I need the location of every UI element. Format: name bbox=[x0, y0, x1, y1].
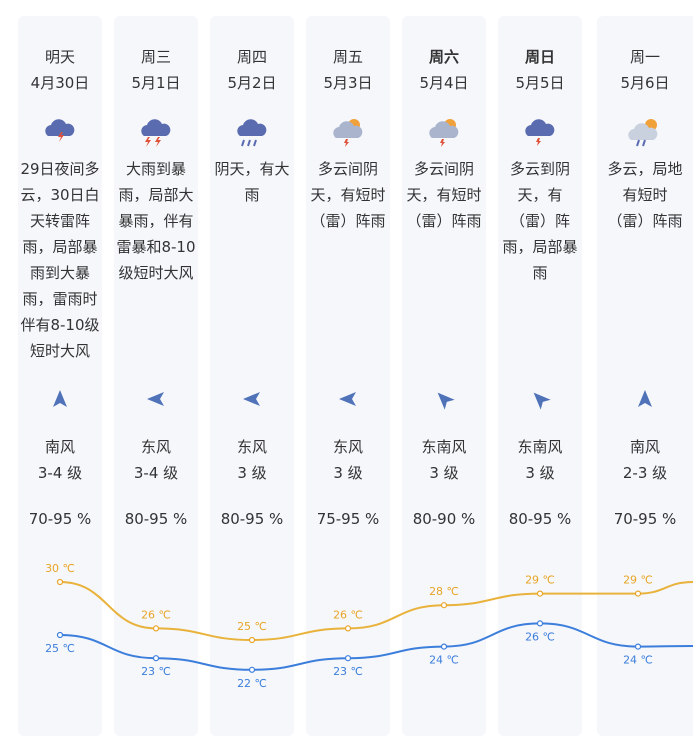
weather-description: 多云间阴天，有短时 （雷）阵雨 bbox=[402, 156, 486, 234]
sun-cloud-thunder-icon bbox=[429, 119, 459, 147]
description-line: 天，有短时 bbox=[406, 186, 482, 204]
weekday-label: 周一 bbox=[629, 48, 660, 66]
date-label: 5月6日 bbox=[620, 74, 670, 92]
description-line: 阴天，有大 bbox=[214, 160, 290, 178]
wind-level: 3 级 bbox=[429, 464, 459, 482]
description-line: 天，有短时 bbox=[310, 186, 386, 204]
humidity: 70-95 % bbox=[28, 510, 92, 528]
rain-icon bbox=[237, 119, 267, 147]
wind-direction: 东南风 bbox=[517, 438, 563, 456]
wind-level: 3 级 bbox=[525, 464, 555, 482]
description-line: 云，30日白 bbox=[20, 186, 100, 204]
description-line: 天，有 bbox=[517, 186, 563, 204]
humidity: 80-95 % bbox=[508, 510, 572, 528]
date-label: 5月5日 bbox=[515, 74, 565, 92]
weather-description: 29日夜间多 云，30日白 天转雷阵雨，局部暴雨到大暴雨，雷雨时伴有8-10级 短时大… bbox=[18, 156, 102, 364]
date-label: 5月4日 bbox=[419, 74, 469, 92]
weekday-label: 周三 bbox=[140, 48, 171, 66]
description-line: 雨，局部大 bbox=[118, 186, 194, 204]
day-column: 周一 5月6日多云，局地有短时 （雷）阵雨南风 2-3 级 70-95 % bbox=[597, 16, 693, 736]
description-line: （雷）阵雨 bbox=[406, 212, 482, 230]
wind-level: 3 级 bbox=[333, 464, 363, 482]
date-label: 4月30日 bbox=[30, 74, 90, 92]
thunderstorm-icon bbox=[45, 119, 75, 142]
weather-description: 多云间阴天，有短时 （雷）阵雨 bbox=[306, 156, 390, 234]
weather-description: 阴天，有大雨 bbox=[210, 156, 294, 208]
weekday-label: 周日 bbox=[524, 48, 555, 66]
wind-level: 2-3 级 bbox=[622, 464, 668, 482]
description-line: 29日夜间多 bbox=[20, 160, 100, 178]
day-column: 周三 5月1日大雨到暴雨，局部大暴雨，伴有雷暴和8-10 级短时大风东风 3-4 级 8… bbox=[114, 16, 198, 736]
description-line: 雨，雷雨时 bbox=[22, 290, 98, 308]
description-line: 雨到大暴 bbox=[29, 264, 90, 282]
wind-level: 3-4 级 bbox=[37, 464, 83, 482]
wind-direction: 南风 bbox=[629, 438, 660, 456]
description-line: （雷）阵 bbox=[509, 212, 570, 230]
weather-description: 多云，局地有短时 （雷）阵雨 bbox=[597, 156, 693, 234]
wind-level: 3 级 bbox=[237, 464, 267, 482]
description-line: 级短时大风 bbox=[118, 264, 194, 282]
day-column: 周日 5月5日多云到阴天，有 （雷）阵雨，局部暴雨东南风 3 级 80-95 % bbox=[498, 16, 582, 736]
description-line: 雨 bbox=[244, 186, 260, 204]
description-line: 天转雷阵 bbox=[29, 212, 90, 230]
wind-direction: 南风 bbox=[44, 438, 75, 456]
date-label: 5月3日 bbox=[323, 74, 373, 92]
sun-cloud-rain-icon bbox=[628, 119, 658, 147]
weekday-label: 明天 bbox=[44, 48, 75, 66]
description-line: 大雨到暴 bbox=[125, 160, 186, 178]
weekday-label: 周五 bbox=[332, 48, 363, 66]
description-line: 短时大风 bbox=[29, 342, 90, 360]
description-line: 雨 bbox=[532, 264, 548, 282]
heavy-thunderstorm-icon bbox=[141, 119, 171, 147]
wind-direction-icon bbox=[53, 390, 67, 407]
day-column: 周四 5月2日阴天，有大雨东风 3 级 80-95 % bbox=[210, 16, 294, 736]
day-column: 周六 5月4日多云间阴天，有短时 （雷）阵雨东南风 3 级 80-90 % bbox=[402, 16, 486, 736]
date-label: 5月2日 bbox=[227, 74, 277, 92]
day-column: 周五 5月3日多云间阴天，有短时 （雷）阵雨东风 3 级 75-95 % bbox=[306, 16, 390, 736]
humidity: 80-95 % bbox=[124, 510, 188, 528]
weekday-label: 周四 bbox=[236, 48, 267, 66]
description-line: 多云，局地 bbox=[607, 160, 683, 178]
day-column: 明天 4月30日 29日夜间多 云，30日白 天转雷阵雨，局部暴雨到大暴雨，雷雨时伴有8… bbox=[18, 16, 102, 736]
humidity: 75-95 % bbox=[316, 510, 380, 528]
description-line: 多云间阴 bbox=[317, 160, 378, 178]
weekday-label: 周六 bbox=[428, 48, 459, 66]
description-line: （雷）阵雨 bbox=[310, 212, 386, 230]
humidity: 70-95 % bbox=[613, 510, 677, 528]
wind-direction-icon bbox=[437, 392, 455, 410]
wind-level: 3-4 级 bbox=[133, 464, 179, 482]
humidity: 80-90 % bbox=[412, 510, 476, 528]
wind-direction-icon bbox=[339, 392, 356, 406]
description-line: （雷）阵雨 bbox=[607, 212, 683, 230]
date-label: 5月1日 bbox=[131, 74, 181, 92]
description-line: 有短时 bbox=[622, 186, 668, 204]
wind-direction: 东风 bbox=[236, 438, 267, 456]
description-line: 雷暴和8-10 bbox=[116, 238, 196, 256]
wind-direction-icon bbox=[147, 392, 164, 406]
wind-direction-icon bbox=[243, 392, 260, 406]
wind-direction-icon bbox=[533, 392, 551, 410]
cloud-thunder-icon bbox=[525, 119, 555, 146]
wind-direction: 东风 bbox=[140, 438, 171, 456]
description-line: 伴有8-10级 bbox=[20, 316, 100, 334]
wind-direction-icon bbox=[638, 390, 652, 407]
weather-description: 大雨到暴雨，局部大暴雨，伴有雷暴和8-10 级短时大风 bbox=[114, 156, 198, 286]
description-line: 雨，局部暴 bbox=[502, 238, 578, 256]
description-line: 多云间阴 bbox=[413, 160, 474, 178]
description-line: 雨，局部暴 bbox=[22, 238, 98, 256]
wind-direction: 东南风 bbox=[421, 438, 467, 456]
wind-direction: 东风 bbox=[332, 438, 363, 456]
description-line: 暴雨，伴有 bbox=[118, 212, 194, 230]
weather-description: 多云到阴天，有 （雷）阵雨，局部暴雨 bbox=[498, 156, 582, 286]
humidity: 80-95 % bbox=[220, 510, 284, 528]
description-line: 多云到阴 bbox=[509, 160, 570, 178]
sun-cloud-thunder-icon bbox=[333, 119, 363, 147]
